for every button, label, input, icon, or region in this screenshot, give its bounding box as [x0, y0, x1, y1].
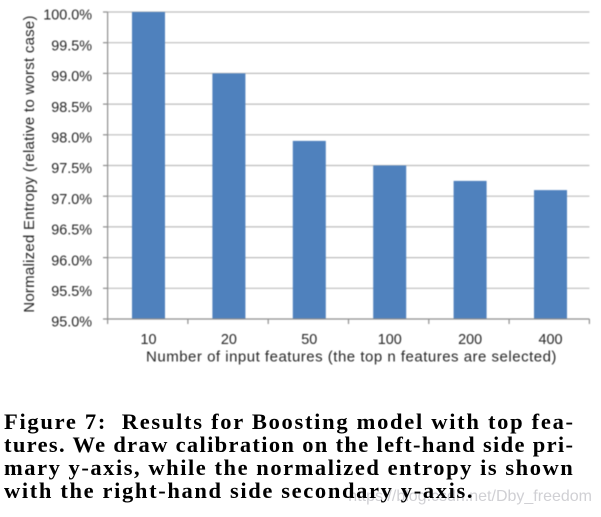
svg-text:97.0%: 97.0%: [51, 192, 92, 208]
svg-text:20: 20: [221, 332, 237, 348]
svg-text:Number of input features (the: Number of input features (the top n feat…: [146, 349, 557, 366]
svg-text:96.0%: 96.0%: [51, 253, 92, 269]
svg-text:99.5%: 99.5%: [51, 38, 92, 54]
svg-text:100: 100: [378, 332, 402, 348]
svg-text:95.5%: 95.5%: [51, 284, 92, 300]
svg-text:96.5%: 96.5%: [51, 223, 92, 239]
svg-text:95.0%: 95.0%: [51, 315, 92, 331]
svg-text:99.0%: 99.0%: [51, 69, 92, 85]
svg-text:97.5%: 97.5%: [51, 161, 92, 177]
svg-text:98.0%: 98.0%: [51, 131, 92, 147]
svg-text:Normalized Entropy (relative t: Normalized Entropy (relative to worst ca…: [21, 15, 38, 313]
svg-text:98.5%: 98.5%: [51, 100, 92, 116]
svg-text:10: 10: [140, 332, 156, 348]
svg-text:100.0%: 100.0%: [43, 8, 92, 24]
svg-text:200: 200: [458, 332, 482, 348]
svg-text:50: 50: [301, 332, 317, 348]
svg-text:400: 400: [538, 332, 562, 348]
